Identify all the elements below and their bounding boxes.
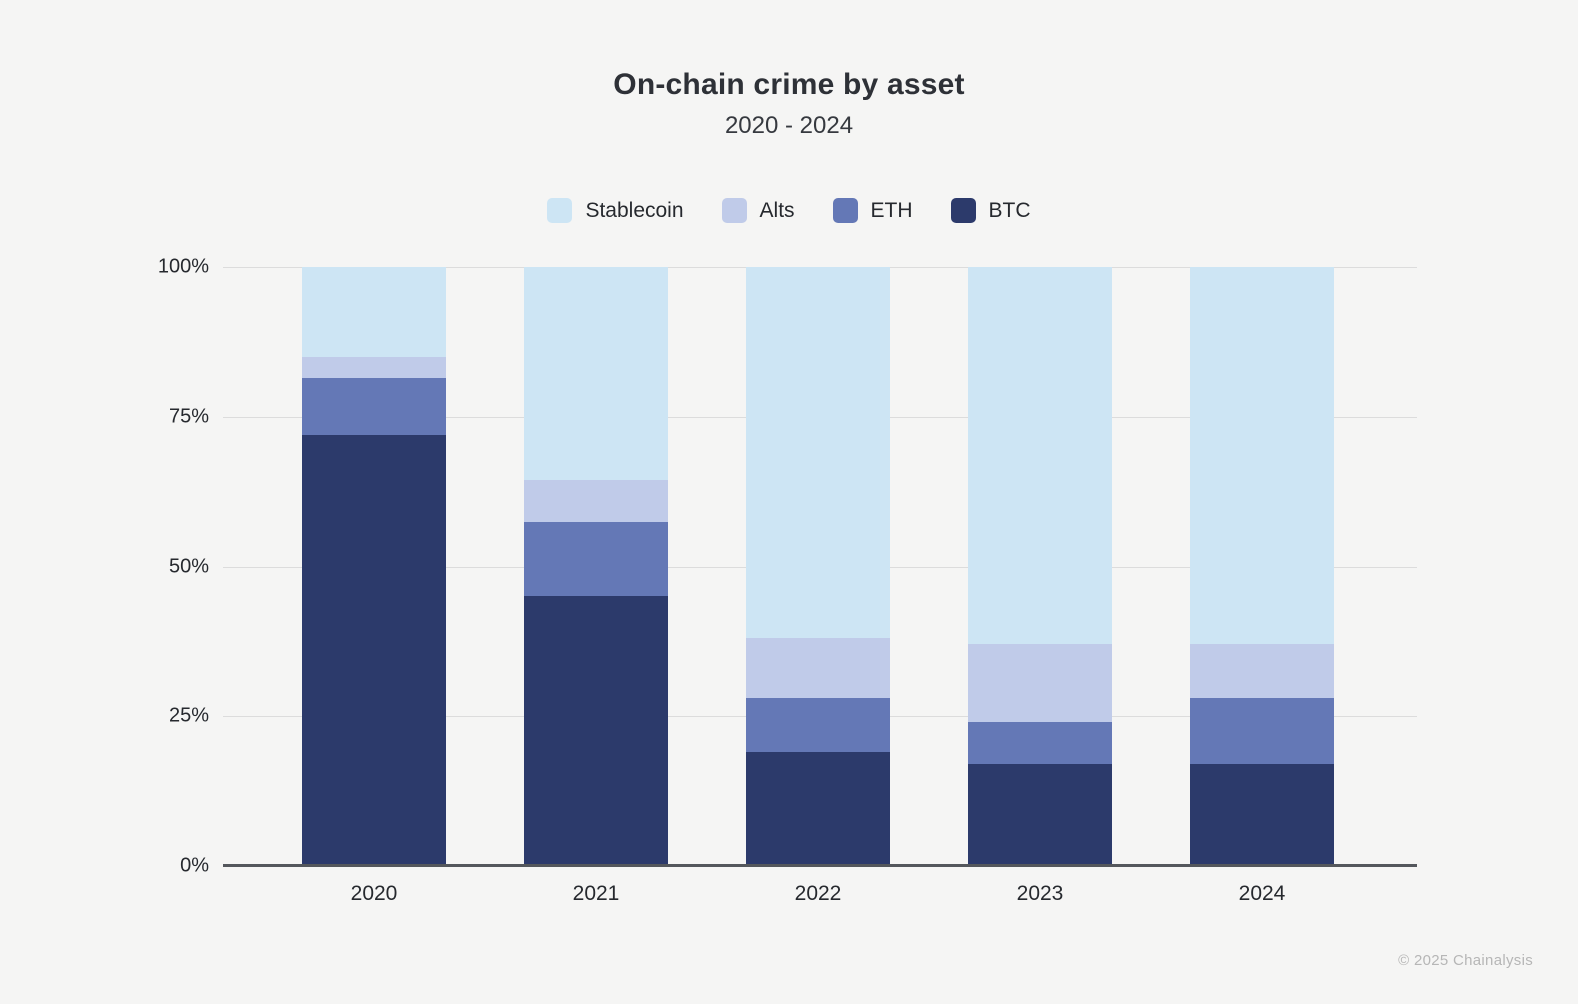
bar-2021	[524, 267, 668, 866]
x-tick-label-2024: 2024	[1238, 882, 1286, 905]
x-tick-label-2023: 2023	[1016, 882, 1064, 905]
legend-swatch-alts	[721, 198, 747, 223]
copyright-notice: © 2025 Chainalysis	[1398, 952, 1533, 969]
segment-alts-2020	[302, 356, 446, 378]
bar-2022	[746, 267, 890, 866]
segment-btc-2022	[746, 752, 890, 866]
segment-eth-2022	[746, 698, 890, 753]
segment-stablecoin-2023	[968, 267, 1112, 645]
plot-area: 100% 75% 50% 25% 0% 2020 2021 2022 2023 2024	[158, 256, 1417, 905]
segment-btc-2021	[524, 596, 668, 866]
segment-btc-2023	[968, 764, 1112, 866]
legend-item-stablecoin: Stablecoin	[547, 198, 684, 223]
segment-stablecoin-2024	[1190, 267, 1334, 645]
y-tick-label-50: 50%	[168, 555, 209, 577]
segment-eth-2024	[1190, 698, 1334, 765]
legend-swatch-stablecoin	[547, 198, 573, 223]
legend-swatch-btc	[950, 198, 976, 223]
bar-2024	[1190, 267, 1334, 866]
segment-stablecoin-2020	[302, 267, 446, 357]
x-tick-label-2020: 2020	[350, 882, 398, 905]
x-tick-label-2022: 2022	[794, 882, 842, 905]
bar-2020	[302, 267, 446, 866]
segment-btc-2020	[302, 434, 446, 866]
legend-swatch-eth	[832, 198, 858, 223]
legend-item-alts: Alts	[721, 198, 795, 223]
x-tick-label-2021: 2021	[572, 882, 620, 905]
segment-eth-2020	[302, 377, 446, 435]
segment-stablecoin-2021	[524, 267, 668, 480]
chart-subtitle: 2020 - 2024	[724, 112, 854, 139]
x-axis-line	[223, 864, 1417, 867]
segment-eth-2021	[524, 521, 668, 597]
legend-item-btc: BTC	[950, 198, 1031, 223]
segment-alts-2024	[1190, 644, 1334, 699]
legend-item-eth: ETH	[832, 198, 913, 223]
segment-alts-2023	[968, 644, 1112, 723]
y-tick-label-100: 100%	[157, 255, 209, 278]
legend-label-eth: ETH	[870, 198, 913, 222]
y-tick-label-0: 0%	[180, 854, 209, 877]
segment-eth-2023	[968, 722, 1112, 765]
y-tick-label-25: 25%	[168, 704, 209, 727]
legend-label-alts: Alts	[759, 198, 795, 222]
legend-label-stablecoin: Stablecoin	[585, 198, 684, 222]
segment-alts-2022	[746, 638, 890, 699]
chart-legend: Stablecoin Alts ETH BTC	[0, 198, 1578, 223]
legend-label-btc: BTC	[988, 198, 1031, 222]
segment-stablecoin-2022	[746, 267, 890, 639]
segment-btc-2024	[1190, 764, 1334, 866]
y-tick-label-75: 75%	[168, 405, 209, 428]
chart-title: On-chain crime by asset	[613, 68, 965, 101]
bar-2023	[968, 267, 1112, 866]
segment-alts-2021	[524, 479, 668, 522]
